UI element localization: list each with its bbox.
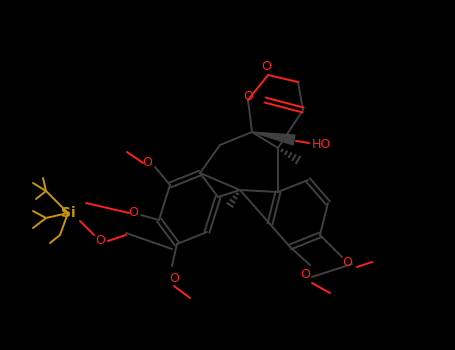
Text: Si: Si [61,206,76,220]
Polygon shape [252,132,295,145]
Text: O: O [243,90,253,103]
Text: O: O [142,155,152,168]
Text: O: O [261,61,271,74]
Text: O: O [95,234,105,247]
Text: O: O [342,256,352,268]
Text: O: O [169,272,179,285]
Text: O: O [128,205,138,218]
Text: O: O [300,268,310,281]
Text: HO: HO [312,138,331,150]
